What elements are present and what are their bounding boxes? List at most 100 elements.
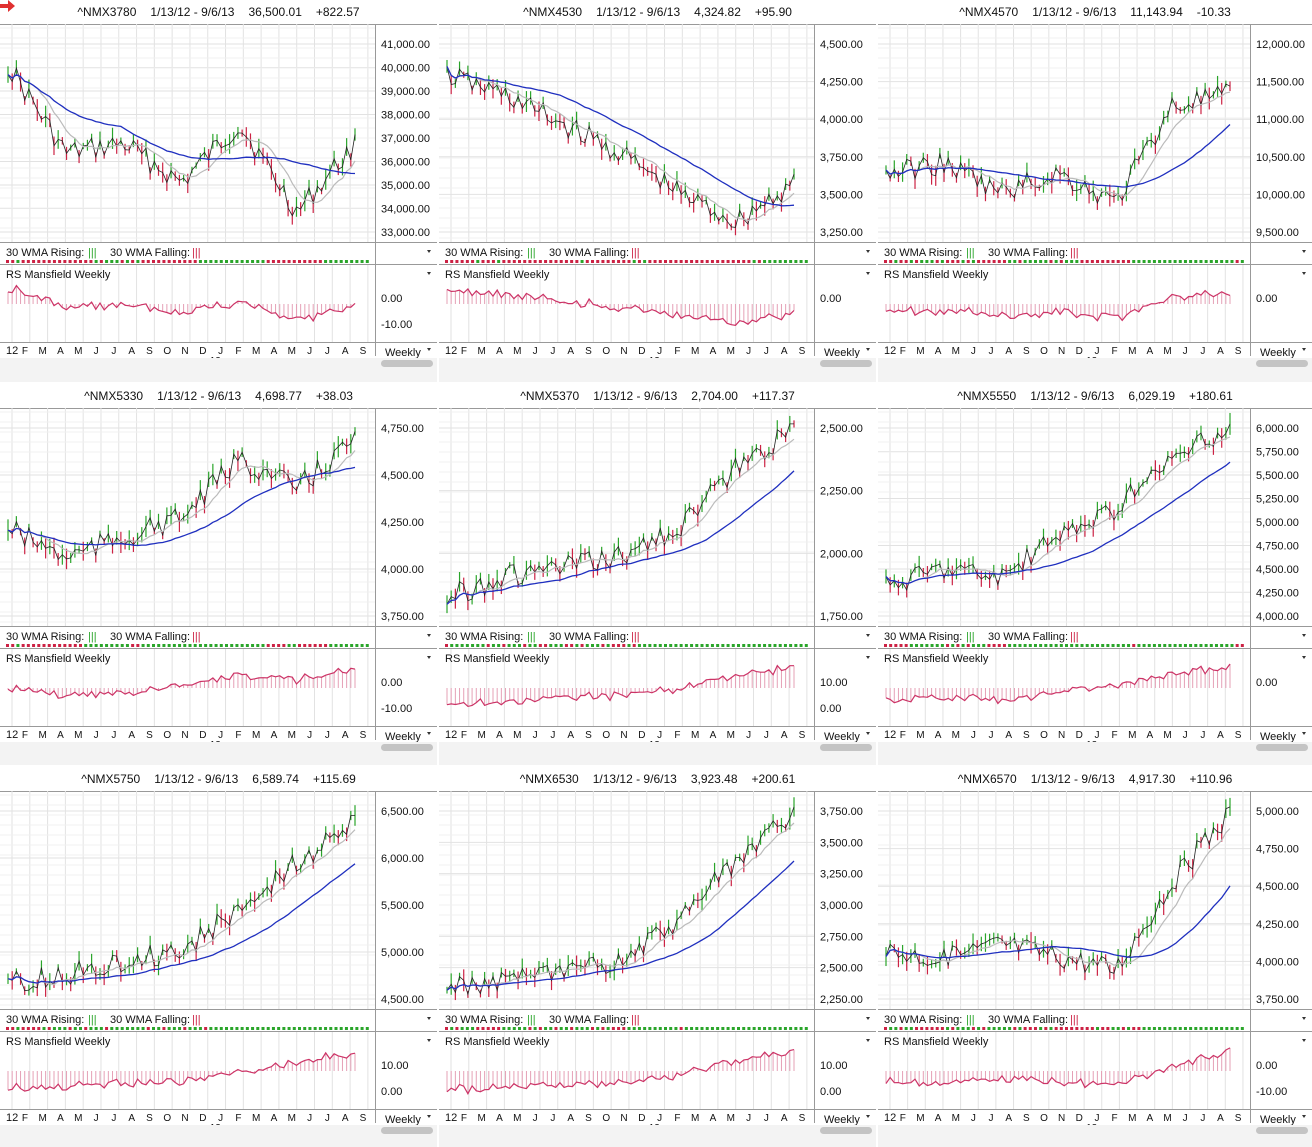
y-tick-label: 34,000.00 [381, 204, 430, 216]
chart-canvas[interactable]: 6,000.00 5,750.00 5,500.00 5,250.00 5,000.00… [878, 408, 1312, 765]
header-symbol[interactable]: ^NMX4530 [523, 5, 583, 19]
header-symbol[interactable]: ^NMX5330 [84, 389, 144, 403]
dropdown-icon[interactable] [866, 1039, 870, 1042]
scrollbar-track[interactable] [439, 1125, 876, 1147]
dropdown-icon[interactable] [427, 272, 431, 275]
month-label: M [916, 346, 924, 357]
scrollbar-thumb[interactable] [381, 1127, 433, 1134]
dropdown-icon[interactable] [1302, 656, 1306, 659]
scrollbar-track[interactable] [439, 358, 876, 382]
header-symbol[interactable]: ^NMX5750 [81, 772, 141, 786]
scrollbar-thumb[interactable] [1256, 744, 1308, 751]
month-label: M [1128, 346, 1136, 357]
chart-canvas[interactable]: 41,000.00 40,000.00 39,000.00 38,000.00 37,0… [0, 24, 437, 382]
red-arrow-icon[interactable] [0, 0, 16, 12]
chart-canvas[interactable]: 4,750.00 4,500.00 4,250.00 4,000.00 3,750.00… [0, 408, 437, 765]
dropdown-icon[interactable] [427, 1115, 431, 1118]
scrollbar-thumb[interactable] [820, 360, 872, 367]
dropdown-icon[interactable] [866, 1115, 870, 1118]
wma-dot [1028, 1027, 1032, 1030]
dropdown-icon[interactable] [866, 250, 870, 253]
wma-dot [1152, 260, 1156, 263]
wma-dot [564, 644, 568, 647]
dropdown-icon[interactable] [1302, 1115, 1306, 1118]
wma-dot [193, 1027, 197, 1030]
scrollbar-track[interactable] [0, 1125, 437, 1147]
wma-dot [700, 260, 704, 263]
wma-dot [204, 644, 208, 647]
month-label: A [57, 730, 64, 741]
dropdown-icon[interactable] [866, 656, 870, 659]
dropdown-icon[interactable] [866, 634, 870, 637]
scrollbar-track[interactable] [0, 358, 437, 382]
scrollbar-track[interactable] [878, 1125, 1312, 1147]
dropdown-icon[interactable] [427, 656, 431, 659]
month-label: A [935, 1113, 942, 1124]
wma-dot [585, 1027, 589, 1030]
dropdown-icon[interactable] [427, 732, 431, 735]
dropdown-icon[interactable] [1302, 634, 1306, 637]
dropdown-icon[interactable] [866, 272, 870, 275]
wma-dot [1013, 1027, 1017, 1030]
chart-panel[interactable]: ^NMX6570 1/13/12 - 9/6/13 4,917.30 +110.96 5… [878, 767, 1312, 1147]
dropdown-icon[interactable] [427, 348, 431, 351]
month-label: F [461, 730, 467, 741]
scrollbar-thumb[interactable] [381, 744, 433, 751]
dropdown-icon[interactable] [1302, 1039, 1306, 1042]
chart-canvas[interactable]: 2,500.00 2,250.00 2,000.00 1,750.00 30 WMA R… [439, 408, 876, 765]
wma-dot [26, 644, 30, 647]
scrollbar-track[interactable] [878, 742, 1312, 765]
scrollbar-thumb[interactable] [1256, 360, 1308, 367]
wma-dot [710, 644, 714, 647]
chart-canvas[interactable]: 6,500.00 6,000.00 5,500.00 5,000.00 4,500.00… [0, 791, 437, 1147]
scrollbar-thumb[interactable] [820, 1127, 872, 1134]
chart-canvas[interactable]: 4,500.00 4,250.00 4,000.00 3,750.00 3,500.00… [439, 24, 876, 382]
dropdown-icon[interactable] [1302, 348, 1306, 351]
month-label: J [111, 346, 116, 357]
chart-panel[interactable]: ^NMX5550 1/13/12 - 9/6/13 6,029.19 +180.61 6… [878, 384, 1312, 765]
chart-panel[interactable]: ^NMX6530 1/13/12 - 9/6/13 3,923.48 +200.61 3… [439, 767, 876, 1147]
header-symbol[interactable]: ^NMX5370 [520, 389, 580, 403]
dropdown-icon[interactable] [1302, 250, 1306, 253]
dropdown-icon[interactable] [1302, 732, 1306, 735]
scrollbar-thumb[interactable] [381, 360, 433, 367]
dropdown-icon[interactable] [427, 634, 431, 637]
month-label: M [288, 730, 296, 741]
scrollbar-track[interactable] [878, 358, 1312, 382]
chart-panel[interactable]: ^NMX5750 1/13/12 - 9/6/13 6,589.74 +115.69 6… [0, 767, 437, 1147]
wma-dot [1189, 1027, 1193, 1030]
dropdown-icon[interactable] [866, 348, 870, 351]
ma-slow-line [7, 466, 356, 547]
header-symbol[interactable]: ^NMX6530 [519, 772, 579, 786]
wma-dot [1116, 644, 1120, 647]
wma-dot [193, 644, 197, 647]
chart-panel[interactable]: ^NMX5370 1/13/12 - 9/6/13 2,704.00 +117.37 2… [439, 384, 876, 765]
dropdown-icon[interactable] [427, 250, 431, 253]
wma-dot [178, 260, 182, 263]
chart-panel[interactable]: ^NMX4570 1/13/12 - 9/6/13 11,143.94 -10.33 1… [878, 0, 1312, 382]
dropdown-icon[interactable] [866, 732, 870, 735]
scrollbar-thumb[interactable] [820, 744, 872, 751]
month-label: M [1163, 730, 1171, 741]
chart-panel[interactable]: ^NMX3780 1/13/12 - 9/6/13 36,500.01 +822.57… [0, 0, 437, 382]
month-label: N [181, 346, 188, 357]
chart-canvas[interactable]: 5,000.00 4,750.00 4,500.00 4,250.00 4,000.00… [878, 791, 1312, 1147]
dropdown-icon[interactable] [427, 1039, 431, 1042]
wma-dot [6, 1027, 9, 1030]
header-symbol[interactable]: ^NMX5550 [957, 389, 1017, 403]
scrollbar-thumb[interactable] [1256, 1127, 1308, 1134]
dropdown-icon[interactable] [427, 1017, 431, 1020]
header-symbol[interactable]: ^NMX3780 [77, 5, 137, 19]
dropdown-icon[interactable] [1302, 1017, 1306, 1020]
scrollbar-track[interactable] [0, 742, 437, 765]
chart-panel[interactable]: ^NMX5330 1/13/12 - 9/6/13 4,698.77 +38.03 4,… [0, 384, 437, 765]
wma-dot [533, 1027, 537, 1030]
chart-canvas[interactable]: 3,750.00 3,500.00 3,250.00 3,000.00 2,750.00… [439, 791, 876, 1147]
scrollbar-track[interactable] [439, 742, 876, 765]
dropdown-icon[interactable] [866, 1017, 870, 1020]
dropdown-icon[interactable] [1302, 272, 1306, 275]
chart-canvas[interactable]: 12,000.00 11,500.00 11,000.00 10,500.00 10,0… [878, 24, 1312, 382]
header-symbol[interactable]: ^NMX4570 [959, 5, 1019, 19]
header-symbol[interactable]: ^NMX6570 [957, 772, 1017, 786]
chart-panel[interactable]: ^NMX4530 1/13/12 - 9/6/13 4,324.82 +95.90 4,… [439, 0, 876, 382]
